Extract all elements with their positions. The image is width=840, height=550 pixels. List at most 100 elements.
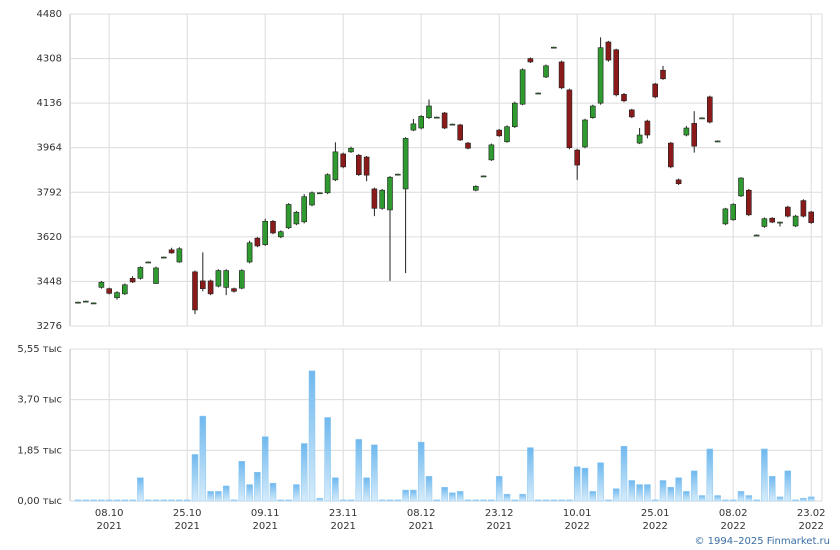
candle-body bbox=[301, 196, 308, 223]
candle-body bbox=[246, 242, 253, 263]
candle-body bbox=[394, 173, 401, 176]
x-tick-label: 25.10 bbox=[173, 508, 202, 519]
candle-body bbox=[496, 129, 503, 137]
x-tick-label: 2021 bbox=[486, 521, 511, 532]
candle-body bbox=[644, 120, 651, 136]
volume-bar bbox=[659, 480, 667, 502]
candle-body bbox=[784, 206, 791, 217]
volume-bar bbox=[410, 489, 417, 502]
volume-bar bbox=[503, 493, 511, 502]
candle-body bbox=[535, 92, 542, 95]
volume-bar bbox=[386, 499, 394, 502]
volume-bar bbox=[706, 448, 714, 502]
candle-body bbox=[582, 119, 588, 148]
volume-bar bbox=[417, 441, 425, 502]
candle-body bbox=[285, 204, 292, 229]
x-tick-label: 23.11 bbox=[329, 508, 358, 519]
volume-bar bbox=[807, 496, 815, 502]
volume-bar bbox=[339, 499, 347, 502]
candle-body bbox=[543, 65, 549, 78]
candle-body bbox=[433, 116, 440, 119]
candle-body bbox=[761, 218, 768, 227]
candle-body bbox=[504, 126, 510, 143]
volume-bar bbox=[254, 471, 261, 502]
candle-body bbox=[792, 215, 799, 227]
x-tick-label: 2021 bbox=[252, 521, 277, 532]
volume-bar bbox=[589, 491, 597, 502]
y-tick-label: 3,70 тыс bbox=[17, 395, 62, 406]
x-tick-label: 2021 bbox=[408, 521, 433, 532]
candle-body bbox=[441, 112, 448, 129]
candle-body bbox=[90, 302, 97, 305]
candle-body bbox=[675, 179, 682, 185]
x-tick-label: 2022 bbox=[564, 521, 589, 532]
candle-body bbox=[340, 153, 347, 168]
candle-body bbox=[83, 300, 89, 303]
volume-bar bbox=[121, 499, 129, 502]
y-tick-label: 1,85 тыс bbox=[17, 445, 62, 456]
candle-body bbox=[722, 208, 729, 225]
candle-body bbox=[129, 278, 136, 283]
candle-body bbox=[706, 96, 713, 123]
volume-bar bbox=[480, 499, 487, 502]
candle-body bbox=[527, 58, 534, 63]
volume-bar bbox=[792, 499, 799, 502]
volume-bar bbox=[176, 499, 183, 502]
volume-bar bbox=[425, 476, 433, 502]
volume-bar bbox=[597, 462, 604, 502]
candle-body bbox=[153, 267, 159, 284]
candle-body bbox=[207, 280, 214, 295]
volume-bar bbox=[347, 499, 355, 502]
candle-body bbox=[379, 189, 386, 209]
volume-bar bbox=[316, 498, 324, 502]
x-tick-label: 2022 bbox=[720, 521, 745, 532]
volume-bar bbox=[394, 499, 402, 502]
candle-body bbox=[309, 192, 315, 206]
volume-bar bbox=[729, 499, 737, 502]
candle-body bbox=[348, 147, 354, 153]
volume-bar bbox=[612, 488, 620, 502]
x-tick-label: 09.11 bbox=[251, 508, 280, 519]
volume-bar bbox=[527, 447, 534, 502]
candle-body bbox=[324, 174, 331, 194]
volume-bar bbox=[449, 492, 456, 502]
y-tick-label: 4308 bbox=[37, 54, 62, 65]
volume-bar bbox=[550, 499, 558, 502]
volume-bar bbox=[152, 499, 160, 502]
candle-body bbox=[192, 271, 198, 311]
y-tick-label: 3448 bbox=[37, 276, 62, 287]
y-tick-label: 0,00 тыс bbox=[17, 496, 62, 507]
candle-body bbox=[145, 261, 151, 264]
volume-bar bbox=[761, 448, 768, 502]
x-tick-label: 08.02 bbox=[719, 508, 748, 519]
candle-body bbox=[800, 200, 807, 217]
candle-body bbox=[691, 123, 698, 147]
volume-bar bbox=[371, 444, 378, 502]
volume-bar bbox=[207, 491, 214, 502]
volume-bar bbox=[82, 499, 90, 502]
volume-bar bbox=[667, 487, 675, 502]
volume-bar bbox=[566, 499, 573, 502]
candle-body bbox=[168, 249, 175, 254]
candle-body bbox=[613, 49, 620, 96]
volume-bar bbox=[542, 499, 550, 502]
candle-body bbox=[488, 144, 495, 161]
volume-bar bbox=[683, 491, 690, 502]
candle-body bbox=[262, 221, 269, 245]
candle-body bbox=[808, 211, 815, 223]
candle-body bbox=[200, 280, 206, 289]
volume-bar bbox=[636, 484, 643, 502]
volume-bar bbox=[722, 499, 729, 502]
volume-bar bbox=[464, 499, 472, 502]
y-tick-label: 3792 bbox=[37, 187, 62, 198]
volume-bar bbox=[230, 499, 238, 502]
x-tick-label: 2021 bbox=[330, 521, 355, 532]
volume-bar bbox=[745, 495, 753, 502]
candle-body bbox=[332, 151, 339, 181]
x-tick-label: 23.12 bbox=[485, 508, 514, 519]
candle-body bbox=[449, 123, 456, 126]
candle-body bbox=[231, 288, 237, 292]
candle-body bbox=[176, 248, 183, 263]
volume-bar bbox=[441, 487, 448, 502]
